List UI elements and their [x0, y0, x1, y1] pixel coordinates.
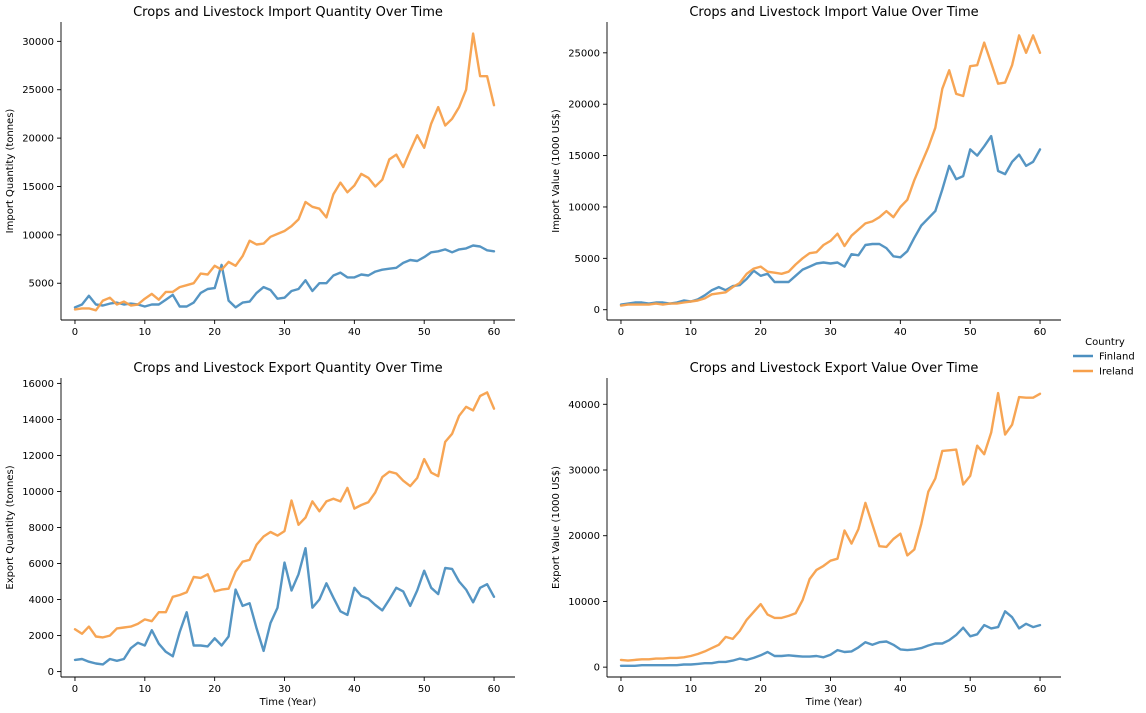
x-tick-label: 0: [72, 327, 78, 338]
y-tick-label: 0: [48, 667, 54, 678]
y-tick-label: 15000: [568, 151, 600, 162]
x-tick-label: 20: [754, 684, 767, 695]
x-tick-label: 50: [964, 684, 977, 695]
x-tick-label: 20: [208, 327, 221, 338]
y-axis-label: Import Value (1000 US$): [551, 109, 562, 233]
y-tick-label: 14000: [22, 415, 54, 426]
x-tick-label: 50: [964, 327, 977, 338]
chart-panel-3: Crops and Livestock Export Quantity Over…: [5, 361, 515, 708]
x-tick-label: 30: [824, 327, 837, 338]
x-tick-label: 20: [754, 327, 767, 338]
y-tick-label: 20000: [568, 100, 600, 111]
legend-title: Country: [1085, 337, 1125, 348]
y-tick-label: 25000: [568, 48, 600, 59]
x-tick-label: 60: [488, 327, 501, 338]
y-axis-label: Import Quantity (tonnes): [5, 109, 16, 234]
x-tick-label: 0: [72, 684, 78, 695]
x-tick-label: 40: [894, 327, 907, 338]
y-tick-label: 30000: [568, 466, 600, 477]
chart-title: Crops and Livestock Export Quantity Over…: [133, 361, 442, 376]
series-line-finland: [619, 610, 1042, 667]
x-tick-label: 20: [208, 684, 221, 695]
series-line-finland: [73, 547, 496, 666]
y-tick-label: 10000: [22, 230, 54, 241]
y-tick-label: 20000: [568, 531, 600, 542]
x-tick-label: 60: [1034, 327, 1047, 338]
series-line-finland: [73, 244, 496, 309]
chart-panel-2: Crops and Livestock Import Value Over Ti…: [551, 5, 1061, 338]
series-line-ireland: [73, 391, 496, 639]
legend-label-ireland: Ireland: [1099, 367, 1134, 378]
y-tick-label: 15000: [22, 182, 54, 193]
y-tick-label: 30000: [22, 37, 54, 48]
y-tick-label: 4000: [29, 595, 54, 606]
x-tick-label: 50: [418, 327, 431, 338]
y-tick-label: 40000: [568, 400, 600, 411]
x-tick-label: 10: [138, 327, 151, 338]
x-tick-label: 30: [278, 327, 291, 338]
y-tick-label: 12000: [22, 451, 54, 462]
x-axis-label: Time (Year): [805, 697, 863, 708]
x-tick-label: 60: [1034, 684, 1047, 695]
x-tick-label: 0: [618, 684, 624, 695]
y-tick-label: 10000: [568, 202, 600, 213]
y-tick-label: 0: [594, 663, 600, 674]
chart-title: Crops and Livestock Import Value Over Ti…: [689, 5, 978, 20]
y-tick-label: 8000: [29, 523, 54, 534]
y-tick-label: 16000: [22, 379, 54, 390]
series-line-ireland: [619, 391, 1042, 662]
y-tick-label: 2000: [29, 631, 54, 642]
chart-panel-1: Crops and Livestock Import Quantity Over…: [5, 5, 515, 338]
y-axis-label: Export Value (1000 US$): [551, 466, 562, 589]
chart-title: Crops and Livestock Export Value Over Ti…: [690, 361, 979, 376]
series-line-ireland: [73, 32, 496, 312]
series-line-ireland: [619, 34, 1042, 307]
y-tick-label: 6000: [29, 559, 54, 570]
y-tick-label: 0: [594, 305, 600, 316]
legend: Country Finland Ireland: [1073, 337, 1135, 378]
x-tick-label: 10: [684, 684, 697, 695]
chart-title: Crops and Livestock Import Quantity Over…: [133, 5, 443, 20]
y-tick-label: 20000: [22, 134, 54, 145]
x-tick-label: 50: [418, 684, 431, 695]
x-tick-label: 40: [348, 327, 361, 338]
x-tick-label: 40: [348, 684, 361, 695]
y-tick-label: 5000: [29, 279, 54, 290]
y-tick-label: 10000: [568, 597, 600, 608]
x-tick-label: 0: [618, 327, 624, 338]
x-tick-label: 40: [894, 684, 907, 695]
x-tick-label: 60: [488, 684, 501, 695]
x-tick-label: 30: [824, 684, 837, 695]
legend-label-finland: Finland: [1099, 352, 1135, 363]
x-tick-label: 30: [278, 684, 291, 695]
x-axis-label: Time (Year): [259, 697, 317, 708]
y-tick-label: 25000: [22, 85, 54, 96]
x-tick-label: 10: [138, 684, 151, 695]
y-axis-label: Export Quantity (tonnes): [5, 465, 16, 589]
chart-panel-4: Crops and Livestock Export Value Over Ti…: [551, 361, 1061, 708]
y-tick-label: 10000: [22, 487, 54, 498]
series-line-finland: [619, 134, 1042, 306]
x-tick-label: 10: [684, 327, 697, 338]
y-tick-label: 5000: [575, 254, 600, 265]
